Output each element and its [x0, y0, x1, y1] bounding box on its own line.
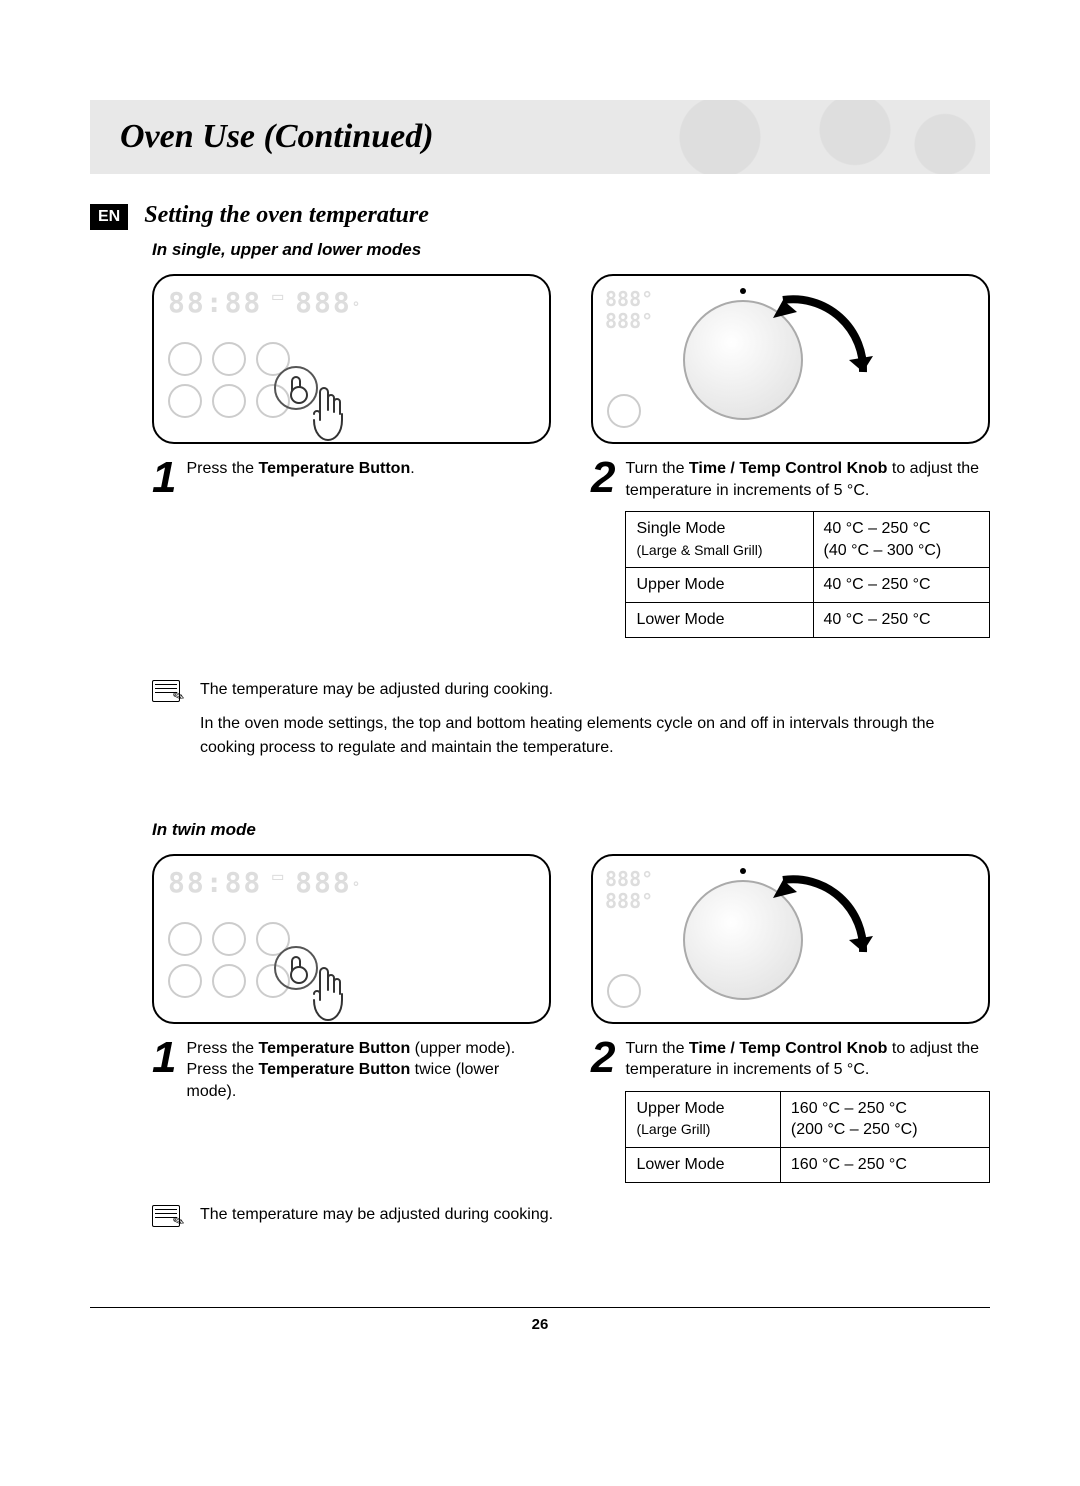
mode-button-icon: [168, 342, 202, 376]
step-text: Turn the Time / Temp Control Knob to adj…: [625, 1038, 990, 1183]
table-row: Upper Mode 40 °C – 250 °C: [626, 568, 990, 603]
temperature-range-table-2: Upper Mode(Large Grill) 160 °C – 250 °C(…: [625, 1091, 990, 1183]
seg-display: 88:88: [168, 866, 262, 912]
knob-panel-illustration-1: 888°888°: [591, 274, 990, 444]
page-number: 26: [0, 1316, 1080, 1333]
knob-panel-illustration-2: 888°888°: [591, 854, 990, 1024]
seg-display: 888°: [295, 866, 362, 912]
step-number: 2: [591, 1038, 615, 1075]
mode-button-icon: [212, 964, 246, 998]
page-title: Oven Use (Continued): [120, 118, 990, 156]
seg-display: 888°888°: [605, 868, 653, 912]
hand-press-icon: [300, 964, 350, 1024]
table-row: Single Mode(Large & Small Grill) 40 °C –…: [626, 512, 990, 568]
note-text: The temperature may be adjusted during c…: [200, 678, 990, 760]
note-icon: [152, 1205, 180, 1227]
footer-rule: [90, 1307, 990, 1308]
seg-display: 888°: [295, 286, 362, 332]
seg-display: 88:88: [168, 286, 262, 332]
step-number: 1: [152, 458, 176, 495]
table-row: Lower Mode 160 °C – 250 °C: [626, 1147, 990, 1182]
mode-button-icon: [607, 974, 641, 1008]
mode-button-icon: [212, 922, 246, 956]
mode-button-icon: [168, 384, 202, 418]
control-panel-illustration-1: 88:88 ▭ 888°: [152, 274, 551, 444]
subheading-twin: In twin mode: [152, 820, 990, 840]
note-icon: [152, 680, 180, 702]
mode-button-icon: [212, 342, 246, 376]
step-text: Turn the Time / Temp Control Knob to adj…: [625, 458, 990, 638]
step-number: 2: [591, 458, 615, 495]
section-heading: Setting the oven temperature: [144, 202, 429, 229]
language-badge: EN: [90, 204, 128, 230]
rotate-arrow-icon: [753, 282, 893, 442]
step-number: 1: [152, 1038, 176, 1075]
mode-button-icon: [212, 384, 246, 418]
mode-button-icon: [168, 922, 202, 956]
hand-press-icon: [300, 384, 350, 444]
subheading-single: In single, upper and lower modes: [152, 240, 990, 260]
rotate-arrow-icon: [753, 862, 893, 1022]
header-band: Oven Use (Continued): [90, 100, 990, 174]
control-panel-illustration-2: 88:88 ▭ 888°: [152, 854, 551, 1024]
mode-button-icon: [168, 964, 202, 998]
temperature-range-table-1: Single Mode(Large & Small Grill) 40 °C –…: [625, 511, 990, 637]
seg-display: 888°888°: [605, 288, 653, 332]
note-text: The temperature may be adjusted during c…: [200, 1203, 553, 1227]
table-row: Upper Mode(Large Grill) 160 °C – 250 °C(…: [626, 1091, 990, 1147]
table-row: Lower Mode 40 °C – 250 °C: [626, 602, 990, 637]
step-text: Press the Temperature Button.: [186, 458, 551, 480]
step-text: Press the Temperature Button (upper mode…: [186, 1038, 551, 1103]
mode-button-icon: [607, 394, 641, 428]
